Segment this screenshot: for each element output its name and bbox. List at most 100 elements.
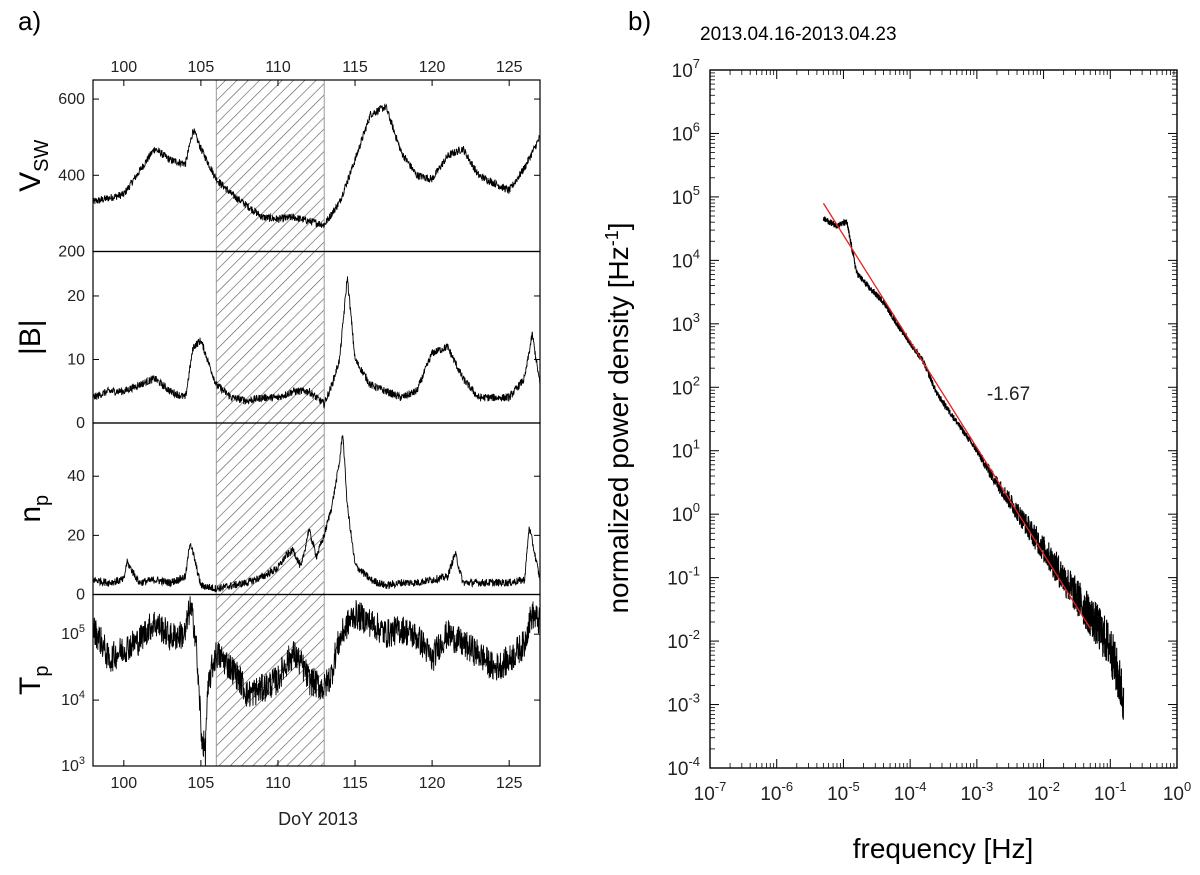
x-tick-label-top: 100 xyxy=(110,59,137,76)
tick-base: 10 xyxy=(672,442,693,463)
y-tick-label: 40 xyxy=(67,468,85,485)
slope-annotation: -1.67 xyxy=(987,384,1030,405)
tick-base: 10 xyxy=(672,251,693,272)
y-tick-label: 400 xyxy=(58,167,85,184)
x-tick-label-top: 115 xyxy=(342,59,368,76)
y-tick-label: 10-2 xyxy=(667,627,700,653)
chart-b-ylabel: normalized power density [Hz-1] xyxy=(602,222,634,613)
tick-exponent: 0 xyxy=(693,500,700,515)
y-tick-label: 103 xyxy=(61,755,85,775)
tick-base: 10 xyxy=(672,124,693,145)
tick-exponent: -3 xyxy=(982,779,994,794)
tick-base: 10 xyxy=(61,758,79,775)
chart-b-ylabel-sup: -1 xyxy=(602,230,622,246)
tick-base: 10 xyxy=(1163,784,1184,805)
tick-base: 10 xyxy=(760,784,781,805)
x-tick-label: 10-7 xyxy=(694,779,727,805)
tick-base: 10 xyxy=(61,692,79,709)
chart-b-ylabel-end: ] xyxy=(603,222,634,230)
tick-base: 10 xyxy=(667,569,688,590)
y-tick-label: 10-4 xyxy=(667,754,700,780)
tick-exponent: -2 xyxy=(688,627,700,642)
y-tick-label: 600 xyxy=(58,91,85,108)
tick-exponent: 0 xyxy=(1184,779,1191,794)
tick-base: 10 xyxy=(667,696,688,717)
x-tick-label-bottom: 115 xyxy=(342,775,368,792)
tick-exponent: 5 xyxy=(693,183,700,198)
y-tick-label: 105 xyxy=(672,183,700,209)
x-tick-label-top: 125 xyxy=(496,59,523,76)
chart-a: 200400600VSW01020|B|02040np103104105Tp10… xyxy=(14,59,541,792)
tick-base: 10 xyxy=(1027,784,1048,805)
ylabel-base: n xyxy=(14,506,47,523)
x-tick-label: 10-4 xyxy=(894,779,927,805)
tick-base: 10 xyxy=(672,378,693,399)
series-line-3 xyxy=(93,435,540,593)
y-tick-label: 100 xyxy=(672,500,700,526)
x-tick-label: 10-3 xyxy=(961,779,994,805)
tick-base: 10 xyxy=(667,759,688,780)
subplot-frame-4 xyxy=(92,593,541,767)
ylabel-subscript: p xyxy=(31,495,53,506)
tick-exponent: 6 xyxy=(693,119,700,134)
tick-base: 10 xyxy=(61,626,79,643)
y-tick-label: 10-3 xyxy=(667,691,700,717)
chart-b-title: 2013.04.16-2013.04.23 xyxy=(700,24,897,45)
panel-a-label: a) xyxy=(18,6,41,36)
y-tick-label: 20 xyxy=(67,527,85,544)
x-tick-label-top: 120 xyxy=(419,59,446,76)
y-tick-label: 104 xyxy=(61,689,85,709)
x-tick-label-bottom: 110 xyxy=(265,775,291,792)
plot-frame xyxy=(709,69,1178,769)
x-tick-label-bottom: 125 xyxy=(496,775,523,792)
tick-base: 10 xyxy=(961,784,982,805)
tick-exponent: 4 xyxy=(79,689,85,701)
x-tick-label: 10-6 xyxy=(760,779,793,805)
y-tick-label: 103 xyxy=(672,310,700,336)
tick-exponent: 5 xyxy=(79,623,85,635)
panel-b-label: b) xyxy=(628,6,651,36)
tick-exponent: -6 xyxy=(782,779,794,794)
tick-base: 10 xyxy=(1094,784,1115,805)
tick-base: 10 xyxy=(667,632,688,653)
tick-exponent: 4 xyxy=(693,246,700,261)
y-tick-label: 0 xyxy=(76,587,85,604)
tick-base: 10 xyxy=(672,315,693,336)
y-tick-label: 105 xyxy=(61,623,85,643)
series-line-1 xyxy=(93,103,540,229)
y-tick-label: 102 xyxy=(672,373,700,399)
tick-base: 10 xyxy=(672,188,693,209)
psd-series-line xyxy=(822,216,1125,720)
subplot-ylabel-4: Tp xyxy=(14,666,53,695)
ylabel-base: V xyxy=(14,172,47,192)
series-line-4 xyxy=(93,596,540,766)
y-tick-label: 0 xyxy=(76,415,85,432)
chart-a-xlabel: DoY 2013 xyxy=(278,809,358,829)
tick-exponent: 1 xyxy=(693,437,700,452)
x-tick-label-bottom: 100 xyxy=(110,775,137,792)
ylabel-subscript: SW xyxy=(31,140,53,172)
tick-base: 10 xyxy=(894,784,915,805)
x-tick-label: 10-1 xyxy=(1094,779,1127,805)
series-line-2 xyxy=(93,276,540,409)
ylabel-base: T xyxy=(14,677,47,695)
tick-exponent: -1 xyxy=(1115,779,1127,794)
tick-exponent: -1 xyxy=(688,564,700,579)
x-tick-label-bottom: 105 xyxy=(188,775,215,792)
tick-base: 10 xyxy=(672,505,693,526)
tick-exponent: -5 xyxy=(848,779,860,794)
y-tick-label: 10 xyxy=(67,351,85,368)
chart-b-xlabel: frequency [Hz] xyxy=(853,833,1034,864)
tick-exponent: 3 xyxy=(693,310,700,325)
y-tick-label: 101 xyxy=(672,437,700,463)
ylabel-subscript: p xyxy=(31,666,53,677)
y-tick-label: 106 xyxy=(672,119,700,145)
y-tick-label: 10-1 xyxy=(667,564,700,590)
y-tick-label: 107 xyxy=(672,56,700,82)
x-tick-label: 10-2 xyxy=(1027,779,1060,805)
tick-exponent: -4 xyxy=(688,754,700,769)
x-tick-label-top: 105 xyxy=(188,59,215,76)
tick-base: 10 xyxy=(827,784,848,805)
tick-exponent: 3 xyxy=(79,755,85,767)
